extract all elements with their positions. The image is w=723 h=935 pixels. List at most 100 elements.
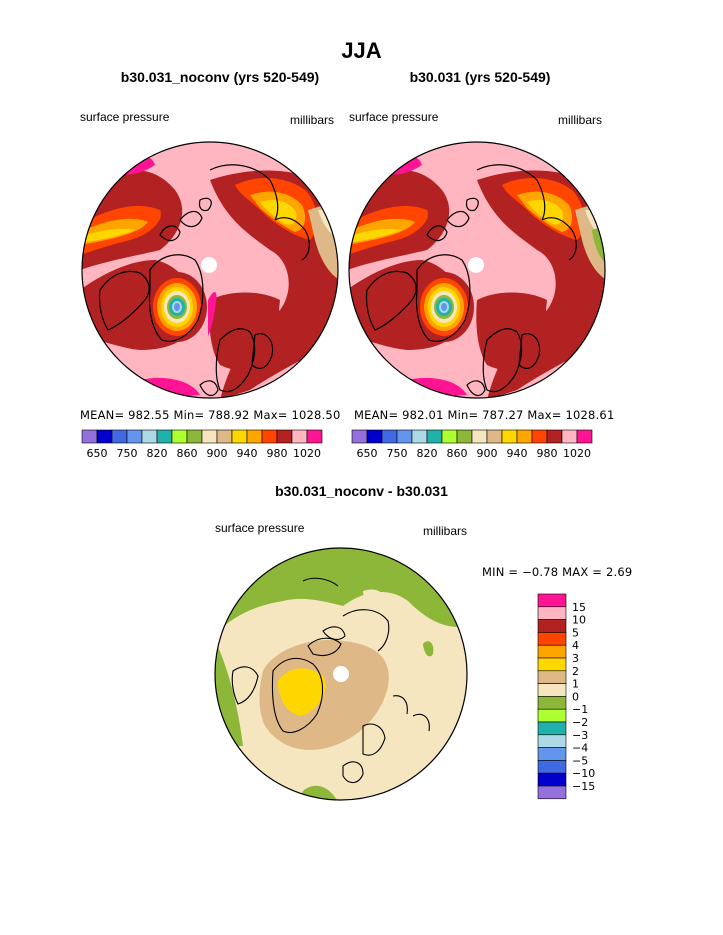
- colorbar-swatch: [537, 632, 567, 646]
- map-coastlines: [231, 577, 430, 784]
- left-panel-stats: MEAN= 982.55 Min= 788.92 Max= 1028.50: [80, 408, 341, 422]
- colorbar-tick-label: 2: [572, 665, 579, 678]
- map-field-yellow-atlantic: [349, 228, 402, 243]
- colorbar-swatch: [531, 429, 548, 444]
- colorbar-tick-label: 10: [572, 614, 586, 627]
- left-panel-title: b30.031_noconv (yrs 520-549): [120, 69, 320, 85]
- pole-hole: [201, 257, 217, 273]
- map-field-yellow-atlantic: [82, 228, 135, 243]
- colorbar-swatch: [537, 734, 567, 748]
- map-field-band-east: [209, 292, 280, 370]
- map-field-magenta-strip: [208, 292, 217, 336]
- diff-panel-variable-label: surface pressure: [215, 521, 305, 535]
- colorbar-swatch: [426, 429, 443, 444]
- colorbar-swatch: [231, 429, 248, 444]
- colorbar-swatch: [537, 683, 567, 697]
- map-field-band-east: [476, 292, 547, 370]
- colorbar-swatch: [441, 429, 458, 444]
- colorbar-swatch: [561, 429, 578, 444]
- colorbar-tick-label: 650: [357, 447, 378, 460]
- colorbar-swatch: [261, 429, 278, 444]
- colorbar-swatch: [351, 429, 368, 444]
- colorbar-tick-label: 5: [572, 626, 579, 639]
- right-panel-stats: MEAN= 982.01 Min= 787.27 Max= 1028.61: [354, 408, 615, 422]
- colorbar-swatch: [411, 429, 428, 444]
- colorbar-swatch: [576, 429, 593, 444]
- map-field-green-north: [215, 548, 467, 636]
- colorbar-tick-label: 1020: [563, 447, 591, 460]
- left-polar-map: [81, 141, 339, 399]
- colorbar-swatch: [537, 670, 567, 684]
- colorbar-swatch: [501, 429, 518, 444]
- colorbar-tick-label: 980: [537, 447, 558, 460]
- colorbar-tick-label: 900: [477, 447, 498, 460]
- colorbar-swatch: [141, 429, 158, 444]
- diff-panel-units-label: millibars: [423, 524, 468, 538]
- colorbar-swatch: [537, 747, 567, 761]
- colorbar-tick-label: 860: [447, 447, 468, 460]
- colorbar-swatch: [96, 429, 113, 444]
- colorbar-tick-label: −15: [572, 780, 595, 793]
- colorbar-swatch: [216, 429, 233, 444]
- colorbar-tick-label: −3: [572, 729, 588, 742]
- colorbar-swatch: [537, 657, 567, 672]
- colorbar-swatch: [171, 429, 188, 444]
- colorbar-swatch: [537, 696, 567, 710]
- colorbar-swatch: [537, 760, 567, 774]
- figure-title: JJA: [341, 38, 382, 63]
- colorbar-tick-label: 980: [267, 447, 288, 460]
- right-panel-title: b30.031 (yrs 520-549): [409, 69, 551, 85]
- map-field-tan-center: [259, 640, 389, 750]
- diff-polar-map: [214, 547, 468, 801]
- colorbar-swatch: [471, 429, 488, 444]
- colorbar-tick-label: 15: [572, 601, 586, 614]
- map-field-greenland-ring-9: [174, 303, 180, 311]
- map-field-yellow-greenland: [278, 668, 326, 716]
- colorbar-tick-label: 650: [87, 447, 108, 460]
- colorbar-swatch: [111, 429, 128, 444]
- colorbar-swatch: [276, 429, 293, 444]
- map-field-green-east: [423, 641, 434, 657]
- colorbar-tick-label: 1020: [293, 447, 321, 460]
- colorbar-tick-label: −10: [572, 767, 595, 780]
- colorbar-tick-label: −4: [572, 742, 588, 755]
- colorbar-swatch: [306, 429, 323, 444]
- colorbar-swatch: [156, 429, 173, 444]
- colorbar-swatch: [126, 429, 143, 444]
- colorbar-swatch: [537, 785, 567, 800]
- colorbar-swatch: [546, 429, 563, 444]
- colorbar-swatch: [246, 429, 263, 444]
- colorbar-swatch: [537, 644, 567, 659]
- colorbar-swatch: [537, 772, 567, 787]
- colorbar-tick-label: 860: [177, 447, 198, 460]
- colorbar-swatch: [456, 429, 473, 444]
- colorbar-swatch: [366, 429, 383, 444]
- colorbar-tick-label: 750: [387, 447, 408, 460]
- colorbar-swatch: [537, 593, 567, 608]
- left-panel-units-label: millibars: [290, 113, 335, 127]
- pole-hole: [468, 257, 484, 273]
- colorbar-swatch: [81, 429, 98, 444]
- colorbar-swatch: [201, 429, 218, 444]
- right-polar-map: [348, 141, 606, 399]
- right-panel-variable-label: surface pressure: [349, 110, 439, 124]
- map-field-greenland-ring-9: [441, 303, 447, 311]
- right-panel-units-label: millibars: [558, 113, 603, 127]
- colorbar-tick-label: −1: [572, 703, 588, 716]
- colorbar-swatch: [486, 429, 503, 444]
- colorbar-swatch: [537, 708, 567, 723]
- colorbar-swatch: [381, 429, 398, 444]
- right-colorbar: 650 750 820 860 900 940 980 1020: [351, 429, 593, 460]
- colorbar-swatch: [396, 429, 413, 444]
- colorbar-swatch: [537, 721, 567, 736]
- colorbar-swatch: [537, 619, 567, 633]
- diff-panel-title: b30.031_noconv - b30.031: [275, 483, 448, 499]
- colorbar-tick-label: 940: [507, 447, 528, 460]
- colorbar-tick-label: 1: [572, 678, 579, 691]
- map-field-cream-patch: [363, 589, 385, 607]
- pole-hole: [333, 666, 349, 682]
- diff-panel-stats: MIN = −0.78 MAX = 2.69: [482, 565, 633, 579]
- colorbar-tick-label: 4: [572, 639, 579, 652]
- colorbar-swatch: [291, 429, 308, 444]
